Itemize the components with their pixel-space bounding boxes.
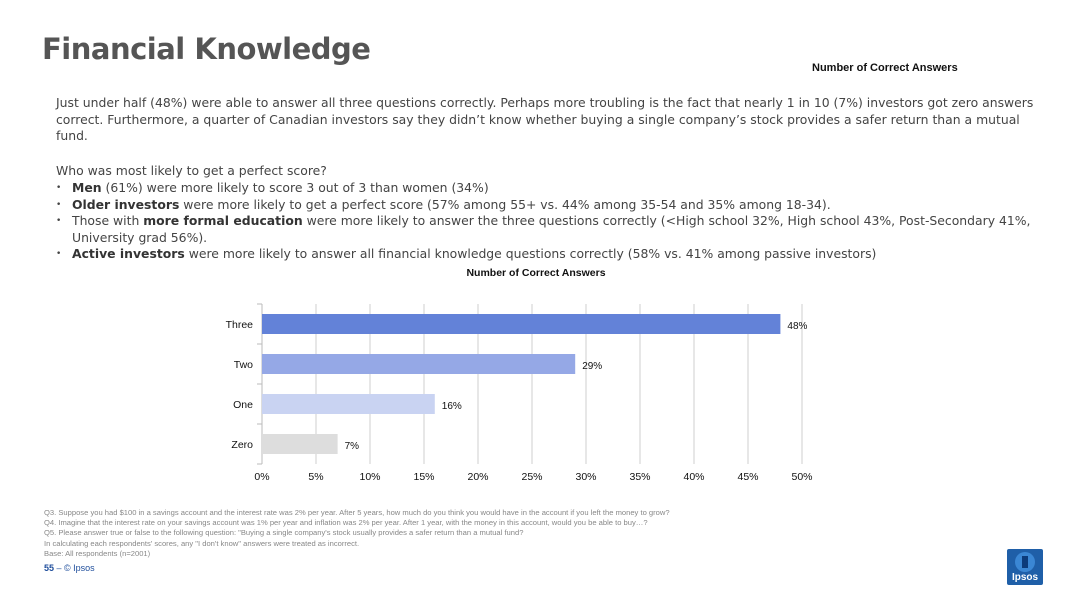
category-label: Two: [234, 359, 253, 371]
bullet-icon: •: [56, 183, 62, 193]
page-footer: 55 – © Ipsos: [44, 563, 95, 573]
bullet-icon: •: [56, 199, 62, 210]
question-text: Who was most likely to get a perfect sco…: [56, 163, 327, 178]
x-tick-label: 5%: [308, 471, 323, 483]
logo-bar-icon: [1022, 556, 1028, 568]
finding-pre: Those with: [72, 213, 144, 229]
chart-title: Number of Correct Answers: [466, 267, 605, 279]
labels: 0% 5% 10% 15% 20% 25% 30% 35% 40% 45% 50% Three 48% T…: [226, 319, 813, 483]
finding-text: were more likely to answer the three que…: [72, 213, 1031, 245]
finding-bold: more formal education: [143, 213, 303, 229]
finding-bold: Older investors: [72, 196, 180, 212]
findings-list: • Men (61%) were more likely to score 3 o…: [56, 180, 1046, 263]
finding-bold: Active investors: [72, 246, 185, 262]
x-tick-label: 10%: [359, 471, 380, 483]
data-label: 29%: [582, 361, 602, 372]
page-number: 55: [44, 563, 55, 573]
data-label: 7%: [345, 441, 360, 452]
finding-item: • Men (61%) were more likely to score 3 o…: [56, 180, 1046, 197]
footnote: Q5. Please answer true or false to the f…: [44, 528, 524, 538]
x-tick-label: 20%: [467, 471, 488, 483]
finding-item: • Those with more formal education were m…: [56, 213, 1046, 246]
footnotes: Q3. Suppose you had $100 in a savings ac…: [44, 508, 670, 559]
footnote: In calculating each respondents' scores,…: [44, 538, 360, 548]
x-tick-label: 0%: [254, 471, 269, 483]
finding-item: • Active investors were more likely to an…: [56, 246, 1046, 263]
intro-paragraph: Just under half (48%) were able to answe…: [56, 95, 1034, 144]
footnote: Base: All respondents (n=2001): [44, 548, 151, 558]
bars: [262, 314, 781, 454]
ipsos-logo: Ipsos: [1007, 549, 1043, 585]
category-label: Three: [226, 319, 254, 331]
x-tick-label: 35%: [629, 471, 650, 483]
data-label: 48%: [787, 321, 807, 332]
finding-text: were more likely to answer all financial…: [184, 246, 877, 262]
bar: [262, 434, 338, 454]
category-label: One: [233, 399, 253, 411]
x-tick-label: 25%: [521, 471, 542, 483]
finding-text: were more likely to get a perfect score …: [179, 196, 831, 212]
bar: [262, 314, 781, 334]
bullet-icon: •: [56, 216, 62, 227]
bar: [262, 394, 435, 414]
correct-answers-bar-chart: Number of Correct Answers 0% 5% 10% 15% 20% 2…: [226, 267, 813, 483]
footnote: Q4. Imagine that the interest rate on yo…: [44, 518, 648, 528]
footer-separator: –: [54, 563, 65, 573]
footnote: Q3. Suppose you had $100 in a savings ac…: [44, 508, 670, 517]
finding-bold: Men: [72, 180, 102, 195]
finding-text: (61%) were more likely to score 3 out of…: [101, 180, 489, 195]
x-tick-label: 30%: [575, 471, 596, 483]
bar: [262, 354, 576, 374]
finding-item: • Older investors were more likely to get…: [56, 197, 1046, 214]
page-title: Financial Knowledge: [42, 32, 371, 66]
x-tick-label: 45%: [737, 471, 758, 483]
top-chart-label: Number of Correct Answers: [812, 62, 958, 74]
x-tick-label: 40%: [683, 471, 704, 483]
category-label: Zero: [231, 439, 253, 451]
x-tick-label: 15%: [413, 471, 434, 483]
x-tick-label: 50%: [791, 471, 812, 483]
logo-text: Ipsos: [1011, 572, 1039, 583]
data-label: 16%: [442, 401, 462, 412]
bullet-icon: •: [56, 249, 62, 260]
copyright: © Ipsos: [64, 563, 95, 573]
